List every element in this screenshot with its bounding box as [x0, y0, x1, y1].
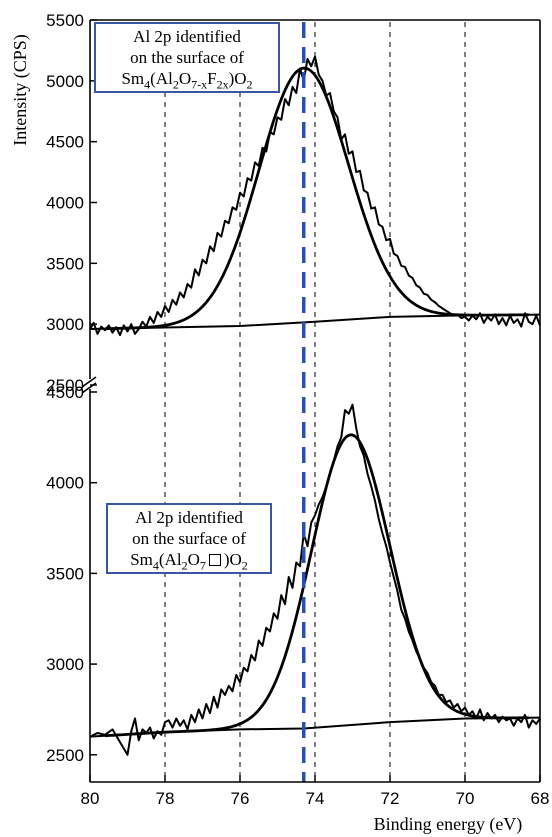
top-ytick-label-5500: 5500 [46, 11, 84, 30]
top-fit-line [104, 66, 529, 331]
top-ytick-label-4500: 4500 [46, 133, 84, 152]
annotation-top-line1: Al 2p identified [133, 27, 241, 46]
top-ytick-label-4000: 4000 [46, 194, 84, 213]
bottom-ytick-label-4500: 4500 [46, 383, 84, 402]
x-axis: 80 78 76 74 72 70 68 [81, 775, 550, 808]
top-ytick-label-3500: 3500 [46, 254, 84, 273]
bottom-ytick-label-2500: 2500 [46, 746, 84, 765]
annotation-bottom-line1: Al 2p identified [135, 508, 243, 527]
axis-break-gap [84, 379, 96, 389]
xtick-label-76: 76 [231, 789, 250, 808]
bottom-ytick-label-3000: 3000 [46, 655, 84, 674]
top-ytick-label-3000: 3000 [46, 315, 84, 334]
annotation-top-formula: Sm4(Al2O7-xF2x)O2 [121, 69, 253, 92]
xtick-label-74: 74 [306, 789, 325, 808]
xtick-label-72: 72 [381, 789, 400, 808]
chart-frame [81, 19, 541, 783]
xtick-label-70: 70 [456, 789, 475, 808]
y-axis: 2500 3000 3500 4000 4500 5000 5500 2500 3000 3500… [46, 11, 97, 765]
bottom-ytick-label-3500: 3500 [46, 564, 84, 583]
annotation-bottom-line2: on the surface of [132, 529, 246, 548]
y-axis-label: Intensity (CPS) [10, 34, 31, 146]
annotation-bottom: Al 2p identified on the surface of Sm4(A… [106, 503, 272, 574]
bottom-ytick-label-4000: 4000 [46, 474, 84, 493]
bottom-fit-line [104, 433, 529, 738]
axis-break-mark-1 [81, 376, 97, 388]
top-ytick-label-2500: 2500 [46, 376, 84, 395]
top-ytick-label-5000: 5000 [46, 72, 84, 91]
annotation-top-line2: on the surface of [130, 48, 244, 67]
xtick-label-78: 78 [156, 789, 175, 808]
annotation-top: Al 2p identified on the surface of Sm4(A… [94, 22, 280, 93]
vacancy-box-icon [208, 554, 221, 566]
xtick-label-68: 68 [531, 789, 550, 808]
x-axis-label: Binding energy (eV) [374, 814, 523, 835]
xtick-label-80: 80 [81, 789, 100, 808]
annotation-bottom-formula: Sm4(Al2O7)O2 [130, 550, 248, 573]
